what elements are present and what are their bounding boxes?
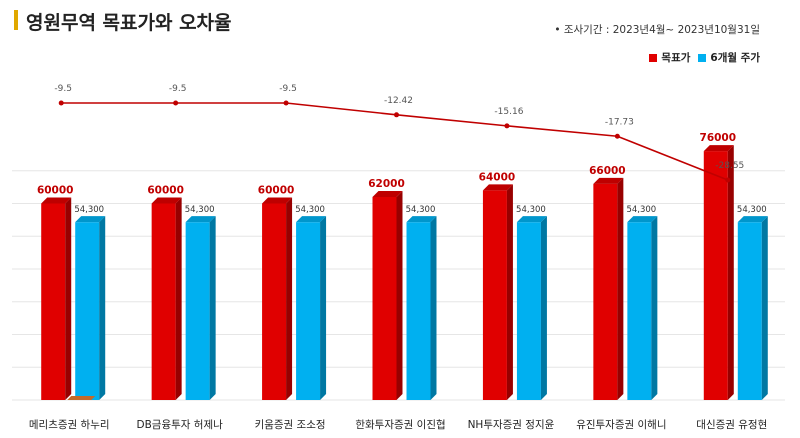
survey-period: • 조사기간 : 2023년4월~ 2023년10월31일 [554, 24, 760, 36]
error-rate-label: -9.5 [279, 84, 297, 94]
target-bar [703, 151, 728, 400]
target-bar-top [482, 184, 513, 191]
target-value-label: 60000 [37, 185, 74, 197]
target-value-label: 66000 [589, 165, 626, 177]
legend: 목표가 6개월 주가 [649, 50, 760, 65]
error-rate-label: -28.55 [715, 161, 744, 171]
price-bar-top [516, 216, 547, 223]
legend-price-swatch [698, 53, 707, 62]
price-value-label: 54,300 [626, 205, 656, 215]
target-value-label: 60000 [147, 185, 184, 197]
error-rate-label: -17.73 [605, 117, 634, 127]
price-bar-side [430, 216, 437, 400]
category-label: 유진투자증권 이해니 [576, 418, 666, 431]
price-bar-side [540, 216, 547, 400]
price-value-label: 54,300 [737, 205, 767, 215]
target-bar-side [175, 197, 182, 400]
price-bar [185, 222, 210, 400]
price-value-label: 54,300 [74, 205, 104, 215]
target-bar-top [703, 145, 734, 152]
target-bar-side [65, 197, 72, 400]
floor-marker [67, 396, 96, 400]
target-bar [593, 183, 618, 400]
target-bar-side [727, 145, 734, 400]
price-bar-top [627, 216, 658, 223]
price-bar [296, 222, 321, 400]
category-label: NH투자증권 정지윤 [468, 419, 555, 431]
error-rate-point [725, 177, 731, 183]
target-bar-top [262, 197, 293, 204]
category-label: 한화투자증권 이진협 [355, 418, 445, 431]
error-rate-point [173, 100, 179, 106]
error-rate-point [504, 123, 510, 129]
error-rate-point [58, 100, 64, 106]
target-value-label: 60000 [258, 185, 295, 197]
legend-target-label: 목표가 [661, 52, 691, 64]
target-bar [262, 203, 287, 400]
price-bar-top [75, 216, 106, 223]
target-bar-top [593, 177, 624, 184]
target-bar-side [396, 190, 403, 400]
error-rate-point [394, 112, 399, 118]
target-bar-top [372, 190, 403, 197]
price-bar [406, 222, 431, 400]
price-bar [516, 222, 541, 400]
price-value-label: 54,300 [185, 205, 215, 215]
error-rate-label: -15.16 [494, 107, 523, 117]
category-label: 키움증권 조소정 [255, 419, 326, 431]
target-value-label: 76000 [700, 132, 737, 144]
price-bar-side [99, 216, 106, 400]
legend-price-label: 6개월 주가 [710, 52, 760, 64]
legend-target-swatch [649, 53, 658, 62]
error-rate-point [283, 100, 289, 106]
price-value-label: 54,300 [295, 205, 325, 215]
price-bar-top [406, 216, 437, 223]
target-bar [151, 203, 176, 400]
price-bar [75, 222, 100, 400]
price-bar-top [296, 216, 327, 223]
category-label: 대신증권 유정현 [696, 419, 767, 431]
price-bar-top [185, 216, 216, 223]
price-bar-side [209, 216, 216, 400]
target-bar [372, 196, 397, 400]
price-bar-side [761, 216, 768, 400]
category-label: DB금융투자 허제나 [137, 419, 224, 431]
error-rate-point [614, 133, 620, 139]
error-rate-label: -12.42 [384, 96, 413, 106]
error-rate-label: -9.5 [169, 84, 187, 94]
price-bar-side [320, 216, 327, 400]
price-value-label: 54,300 [406, 205, 436, 215]
target-bar-side [617, 177, 624, 400]
target-bar-side [286, 197, 293, 400]
category-label: 메리츠증권 하누리 [29, 418, 110, 431]
price-bar [627, 222, 652, 400]
price-bar-top [737, 216, 768, 223]
error-rate-label: -9.5 [54, 84, 72, 94]
target-bar-top [41, 197, 72, 204]
title-accent-bar [14, 10, 18, 30]
target-bar-side [506, 184, 513, 400]
price-bar [737, 222, 762, 400]
price-bar-side [651, 216, 658, 400]
target-bar [482, 190, 507, 400]
target-bar-top [151, 197, 182, 204]
price-value-label: 54,300 [516, 205, 546, 215]
page-title: 영원무역 목표가와 오차율 [26, 12, 232, 34]
target-value-label: 64000 [479, 171, 516, 183]
target-bar [41, 203, 66, 400]
target-value-label: 62000 [368, 178, 405, 190]
